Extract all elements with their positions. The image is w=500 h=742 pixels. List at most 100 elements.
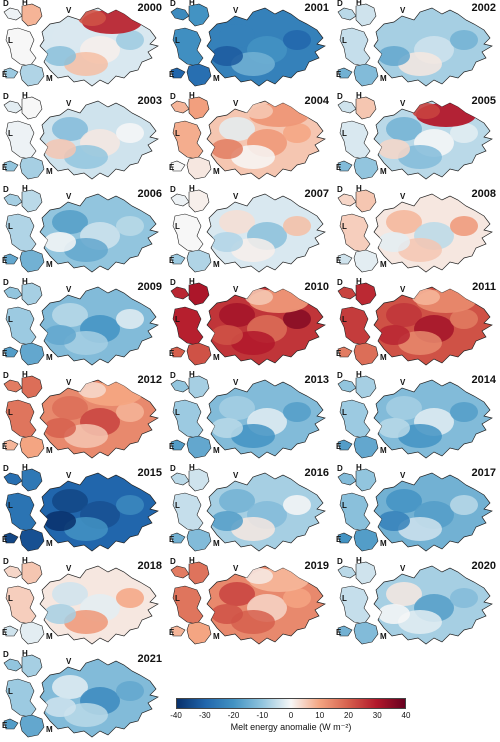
region-label-d: D	[3, 557, 9, 566]
region-label-d: D	[3, 278, 9, 287]
island-l	[5, 678, 37, 718]
island-h	[355, 3, 377, 27]
island-e	[337, 67, 353, 79]
map-2014	[337, 375, 493, 459]
island-l	[339, 585, 371, 625]
region-label-m: M	[46, 725, 53, 734]
map-2018	[3, 561, 159, 645]
region-label-l: L	[175, 222, 180, 231]
region-label-m: M	[380, 446, 387, 455]
region-label-l: L	[342, 594, 347, 603]
anomaly-patch	[44, 418, 76, 438]
anomaly-patch	[211, 418, 243, 438]
region-label-d: D	[337, 557, 343, 566]
anomaly-patch	[116, 402, 144, 422]
region-label-v: V	[400, 378, 406, 387]
region-label-e: E	[2, 535, 8, 544]
anomaly-patch	[450, 216, 478, 236]
anomaly-patch	[283, 495, 311, 515]
region-label-h: H	[356, 184, 362, 193]
panel-year-label: 2020	[471, 560, 496, 572]
map-panel-2004: 2004 D H V L E M	[167, 91, 333, 184]
region-label-h: H	[22, 277, 28, 286]
region-label-v: V	[400, 564, 406, 573]
region-label-e: E	[336, 256, 342, 265]
island-h	[188, 561, 210, 585]
anomaly-patch	[52, 396, 88, 420]
region-label-e: E	[169, 535, 175, 544]
region-label-v: V	[66, 378, 72, 387]
anomaly-patch	[52, 117, 88, 141]
region-label-l: L	[175, 36, 180, 45]
colorbar-tick: 40	[401, 711, 411, 720]
region-label-h: H	[189, 370, 195, 379]
island-e	[170, 253, 186, 265]
region-label-v: V	[233, 564, 239, 573]
island-h	[355, 468, 377, 492]
map-panel-2007: 2007 D H V L E M	[167, 184, 333, 277]
map-panel-2005: 2005 D H V L E M	[334, 91, 500, 184]
anomaly-patch	[52, 24, 88, 48]
region-label-v: V	[400, 6, 406, 15]
map-panel-2019: 2019 D H V L E M	[167, 556, 333, 649]
panel-year-label: 2019	[304, 560, 329, 572]
island-h	[355, 189, 377, 213]
region-label-h: H	[22, 556, 28, 565]
map-2020	[337, 561, 493, 645]
anomaly-patch	[386, 303, 422, 327]
panel-year-label: 2012	[137, 374, 162, 386]
map-2003	[3, 96, 159, 180]
island-h	[21, 96, 43, 120]
map-panel-2014: 2014 D H V L E M	[334, 370, 500, 463]
anomaly-patch	[52, 210, 88, 234]
island-h	[188, 3, 210, 27]
island-d	[337, 286, 357, 300]
island-m	[353, 63, 379, 87]
island-l	[5, 120, 37, 160]
island-m	[353, 249, 379, 273]
anomaly-patch	[283, 123, 311, 143]
island-d	[170, 7, 190, 21]
region-label-d: D	[337, 371, 343, 380]
panel-year-label: 2000	[137, 2, 162, 14]
region-label-v: V	[233, 6, 239, 15]
region-label-m: M	[213, 632, 220, 641]
melt-anomaly-patches	[44, 117, 144, 169]
region-label-m: M	[46, 539, 53, 548]
island-l	[172, 27, 204, 67]
region-label-h: H	[356, 370, 362, 379]
region-label-h: H	[189, 184, 195, 193]
region-label-m: M	[46, 353, 53, 362]
anomaly-patch	[211, 232, 243, 252]
island-e	[337, 253, 353, 265]
region-label-l: L	[8, 222, 13, 231]
map-panel-2016: 2016 D H V L E M	[167, 463, 333, 556]
map-2005	[337, 96, 493, 180]
region-label-l: L	[8, 687, 13, 696]
panel-year-label: 2001	[304, 2, 329, 14]
region-label-d: D	[170, 185, 176, 194]
region-label-e: E	[169, 256, 175, 265]
panel-year-label: 2004	[304, 95, 329, 107]
melt-anomaly-patches	[44, 582, 144, 634]
island-d	[3, 472, 23, 486]
anomaly-patch	[116, 495, 144, 515]
region-label-l: L	[8, 408, 13, 417]
region-label-v: V	[400, 99, 406, 108]
island-d	[337, 7, 357, 21]
region-label-d: D	[3, 650, 9, 659]
island-h	[21, 375, 43, 399]
colorbar-ticks: -40 -30 -20 -10 0 10 20 30 40	[170, 709, 410, 723]
map-2016	[170, 468, 326, 552]
island-l	[5, 399, 37, 439]
anomaly-patch	[44, 232, 76, 252]
region-label-d: D	[337, 0, 343, 8]
anomaly-patch	[378, 139, 410, 159]
region-label-e: E	[2, 70, 8, 79]
anomaly-patch	[378, 232, 410, 252]
map-2010	[170, 282, 326, 366]
region-label-h: H	[22, 463, 28, 472]
island-d	[170, 286, 190, 300]
anomaly-patch	[211, 325, 243, 345]
melt-anomaly-patches	[378, 210, 478, 262]
